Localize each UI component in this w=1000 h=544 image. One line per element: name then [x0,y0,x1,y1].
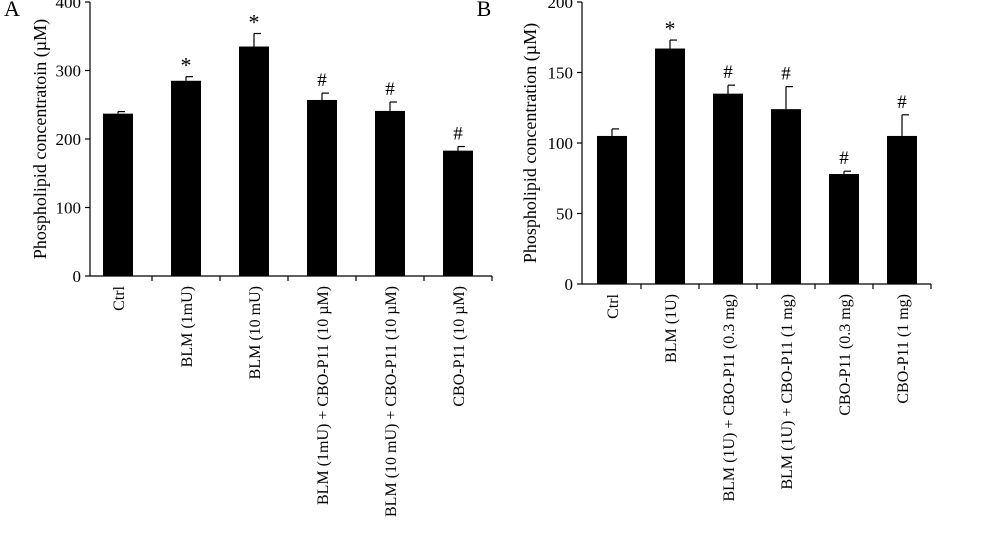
significance-marker: # [781,64,791,85]
x-tick-label: CBO-P11 (10 µM) [451,286,468,407]
bar [771,109,801,284]
bar [239,46,269,277]
significance-marker: # [385,79,395,100]
y-tick-label: 0 [73,267,82,286]
y-tick-label: 200 [56,130,82,149]
bar [887,135,917,284]
significance-marker: # [839,148,849,169]
panel-label: B [477,0,492,21]
bar [597,135,627,284]
panel-b-chart: B 0 50 100 150 200 Phospholipid concentration … [477,0,932,502]
significance-marker: # [897,92,907,113]
y-tick-label: 100 [56,199,82,218]
significance-marker: # [317,70,327,91]
x-tick-label: BLM (10 mU) [247,286,264,379]
y-tick-label: 100 [548,134,574,153]
x-tick-label: BLM (1mU) + CBO-P11 (10 µM) [315,286,332,505]
y-tick-label: 0 [565,275,574,294]
significance-marker: # [453,124,463,145]
bar [655,48,685,284]
y-tick-label: 200 [548,0,574,12]
x-tick-label: BLM (1U) + CBO-P11 (1 mg) [779,294,796,490]
significance-marker: * [181,53,192,78]
y-tick-label: 50 [556,205,573,224]
bar [375,110,405,276]
panel-a-chart: A 0 100 200 300 400 Phospholipid concentratoin… [4,0,493,517]
y-tick-label: 150 [548,64,574,83]
bar [171,80,201,277]
significance-marker: * [665,16,676,41]
bar [443,150,473,276]
y-axis-label: Phospholipid concentration (µM) [520,23,541,263]
y-tick-label: 400 [56,0,82,12]
x-tick-label: Ctrl [605,293,622,318]
x-tick-label: CBO-P11 (1 mg) [895,294,912,404]
significance-marker: # [723,62,733,83]
y-axis-label: Phospholipid concentratoin (µM) [30,19,51,259]
x-tick-label: BLM (1U) [663,294,680,363]
x-tick-label: BLM (1mU) [179,286,196,367]
panel-label: A [4,0,20,21]
significance-marker: * [249,10,260,35]
bar [713,93,743,285]
bar [829,174,859,284]
y-tick-label: 300 [56,62,82,81]
x-tick-label: CBO-P11 (0.3 mg) [837,294,854,416]
bar [103,113,133,276]
x-tick-label: BLM (1U) + CBO-P11 (0.3 mg) [721,294,738,502]
x-tick-label: BLM (10 mU) + CBO-P11 (10 µM) [383,286,400,517]
x-tick-label: Ctrl [111,285,128,310]
bar [307,99,337,276]
